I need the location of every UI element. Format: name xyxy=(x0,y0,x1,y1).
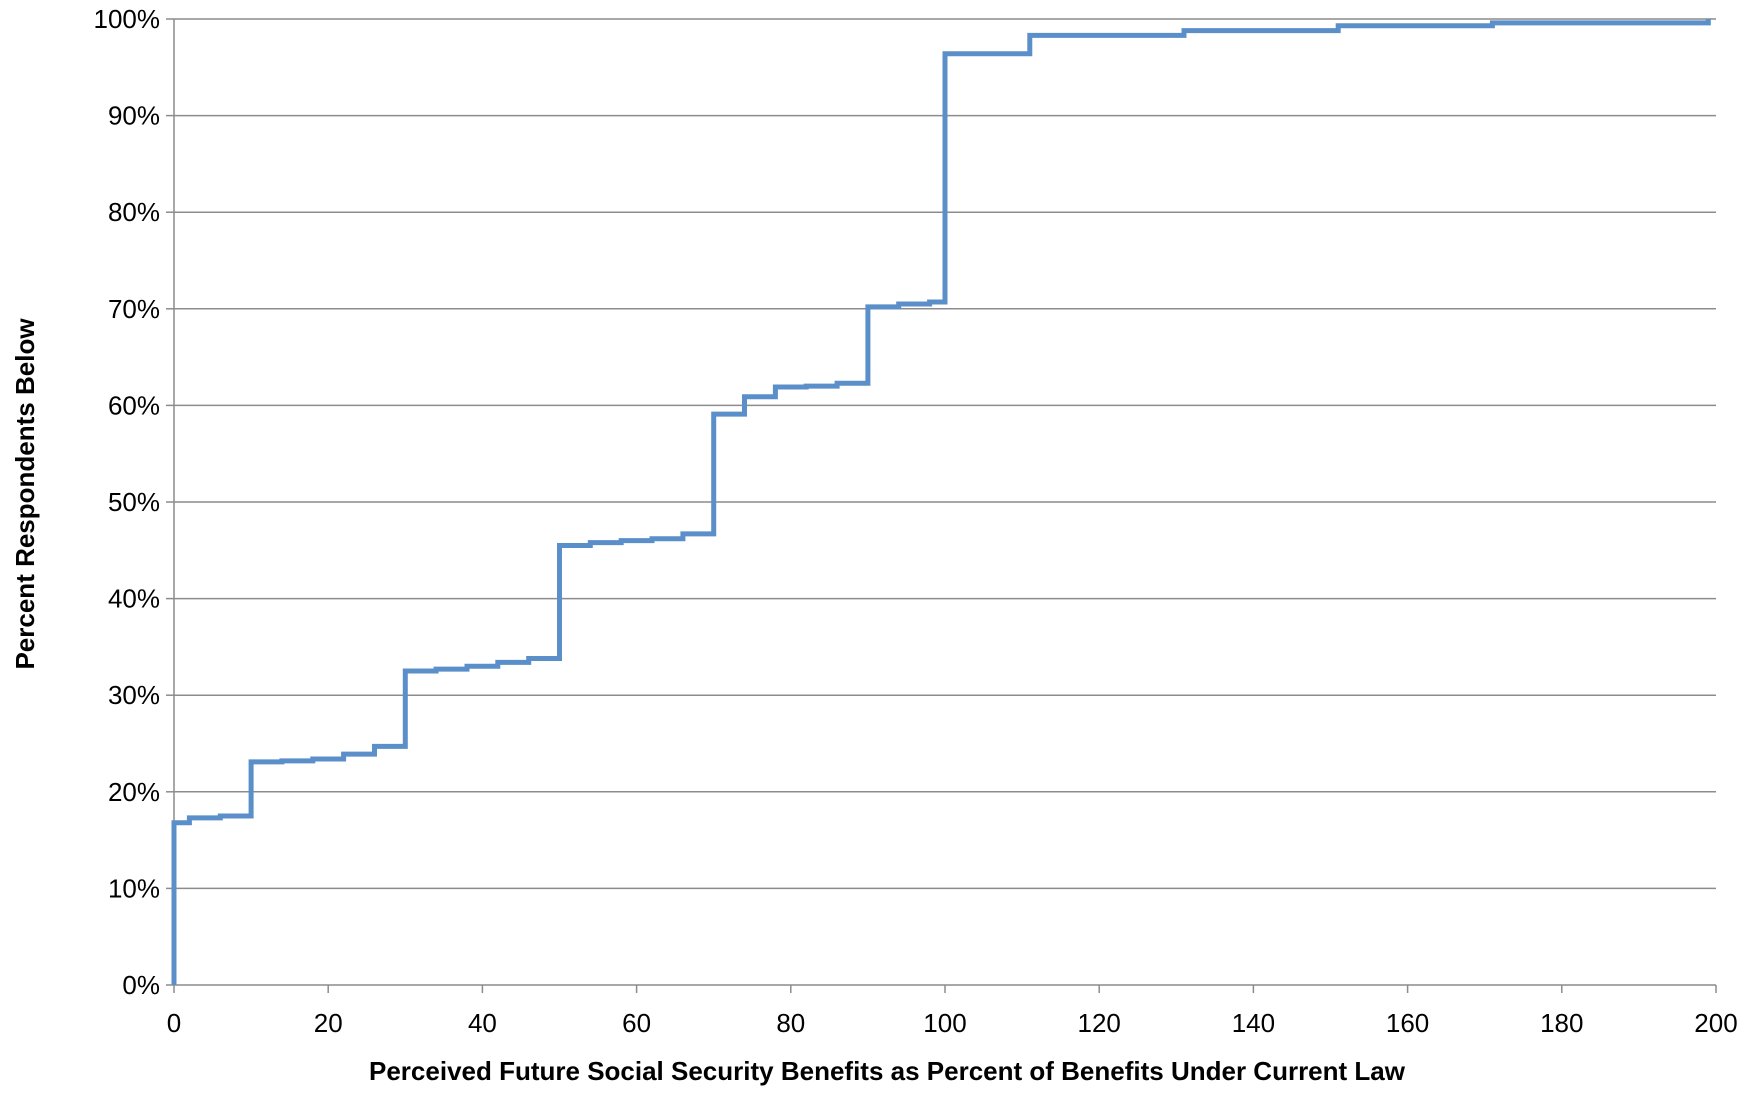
x-tick-label: 60 xyxy=(622,1008,651,1038)
y-tick-label: 50% xyxy=(108,487,160,517)
x-tick-label: 80 xyxy=(776,1008,805,1038)
x-tick-label: 20 xyxy=(314,1008,343,1038)
x-tick-label: 120 xyxy=(1078,1008,1121,1038)
x-axis-title: Perceived Future Social Security Benefit… xyxy=(369,1056,1406,1086)
y-tick-label: 0% xyxy=(122,970,160,1000)
x-tick-label: 180 xyxy=(1540,1008,1583,1038)
x-axis-ticks: 0 20 40 60 80 100 120 140 160 180 200 xyxy=(167,985,1738,1038)
y-tick-label: 80% xyxy=(108,197,160,227)
y-tick-label: 90% xyxy=(108,101,160,131)
y-tick-label: 30% xyxy=(108,680,160,710)
x-tick-label: 140 xyxy=(1232,1008,1275,1038)
x-tick-label: 200 xyxy=(1694,1008,1737,1038)
y-tick-label: 60% xyxy=(108,390,160,420)
y-tick-label: 20% xyxy=(108,777,160,807)
y-tick-label: 100% xyxy=(94,4,161,34)
y-tick-label: 10% xyxy=(108,873,160,903)
y-tick-label: 40% xyxy=(108,584,160,614)
y-axis-title: Percent Respondents Below xyxy=(10,318,40,670)
series-line-0 xyxy=(171,19,1711,985)
x-tick-label: 100 xyxy=(923,1008,966,1038)
x-tick-label: 160 xyxy=(1386,1008,1429,1038)
series-group xyxy=(171,19,1711,985)
y-tick-label: 70% xyxy=(108,294,160,324)
x-tick-label: 40 xyxy=(468,1008,497,1038)
y-axis-ticks: 0% 10% 20% 30% 40% 50% 60% 70% 80% 90% 100% xyxy=(94,4,174,1000)
x-tick-label: 0 xyxy=(167,1008,181,1038)
